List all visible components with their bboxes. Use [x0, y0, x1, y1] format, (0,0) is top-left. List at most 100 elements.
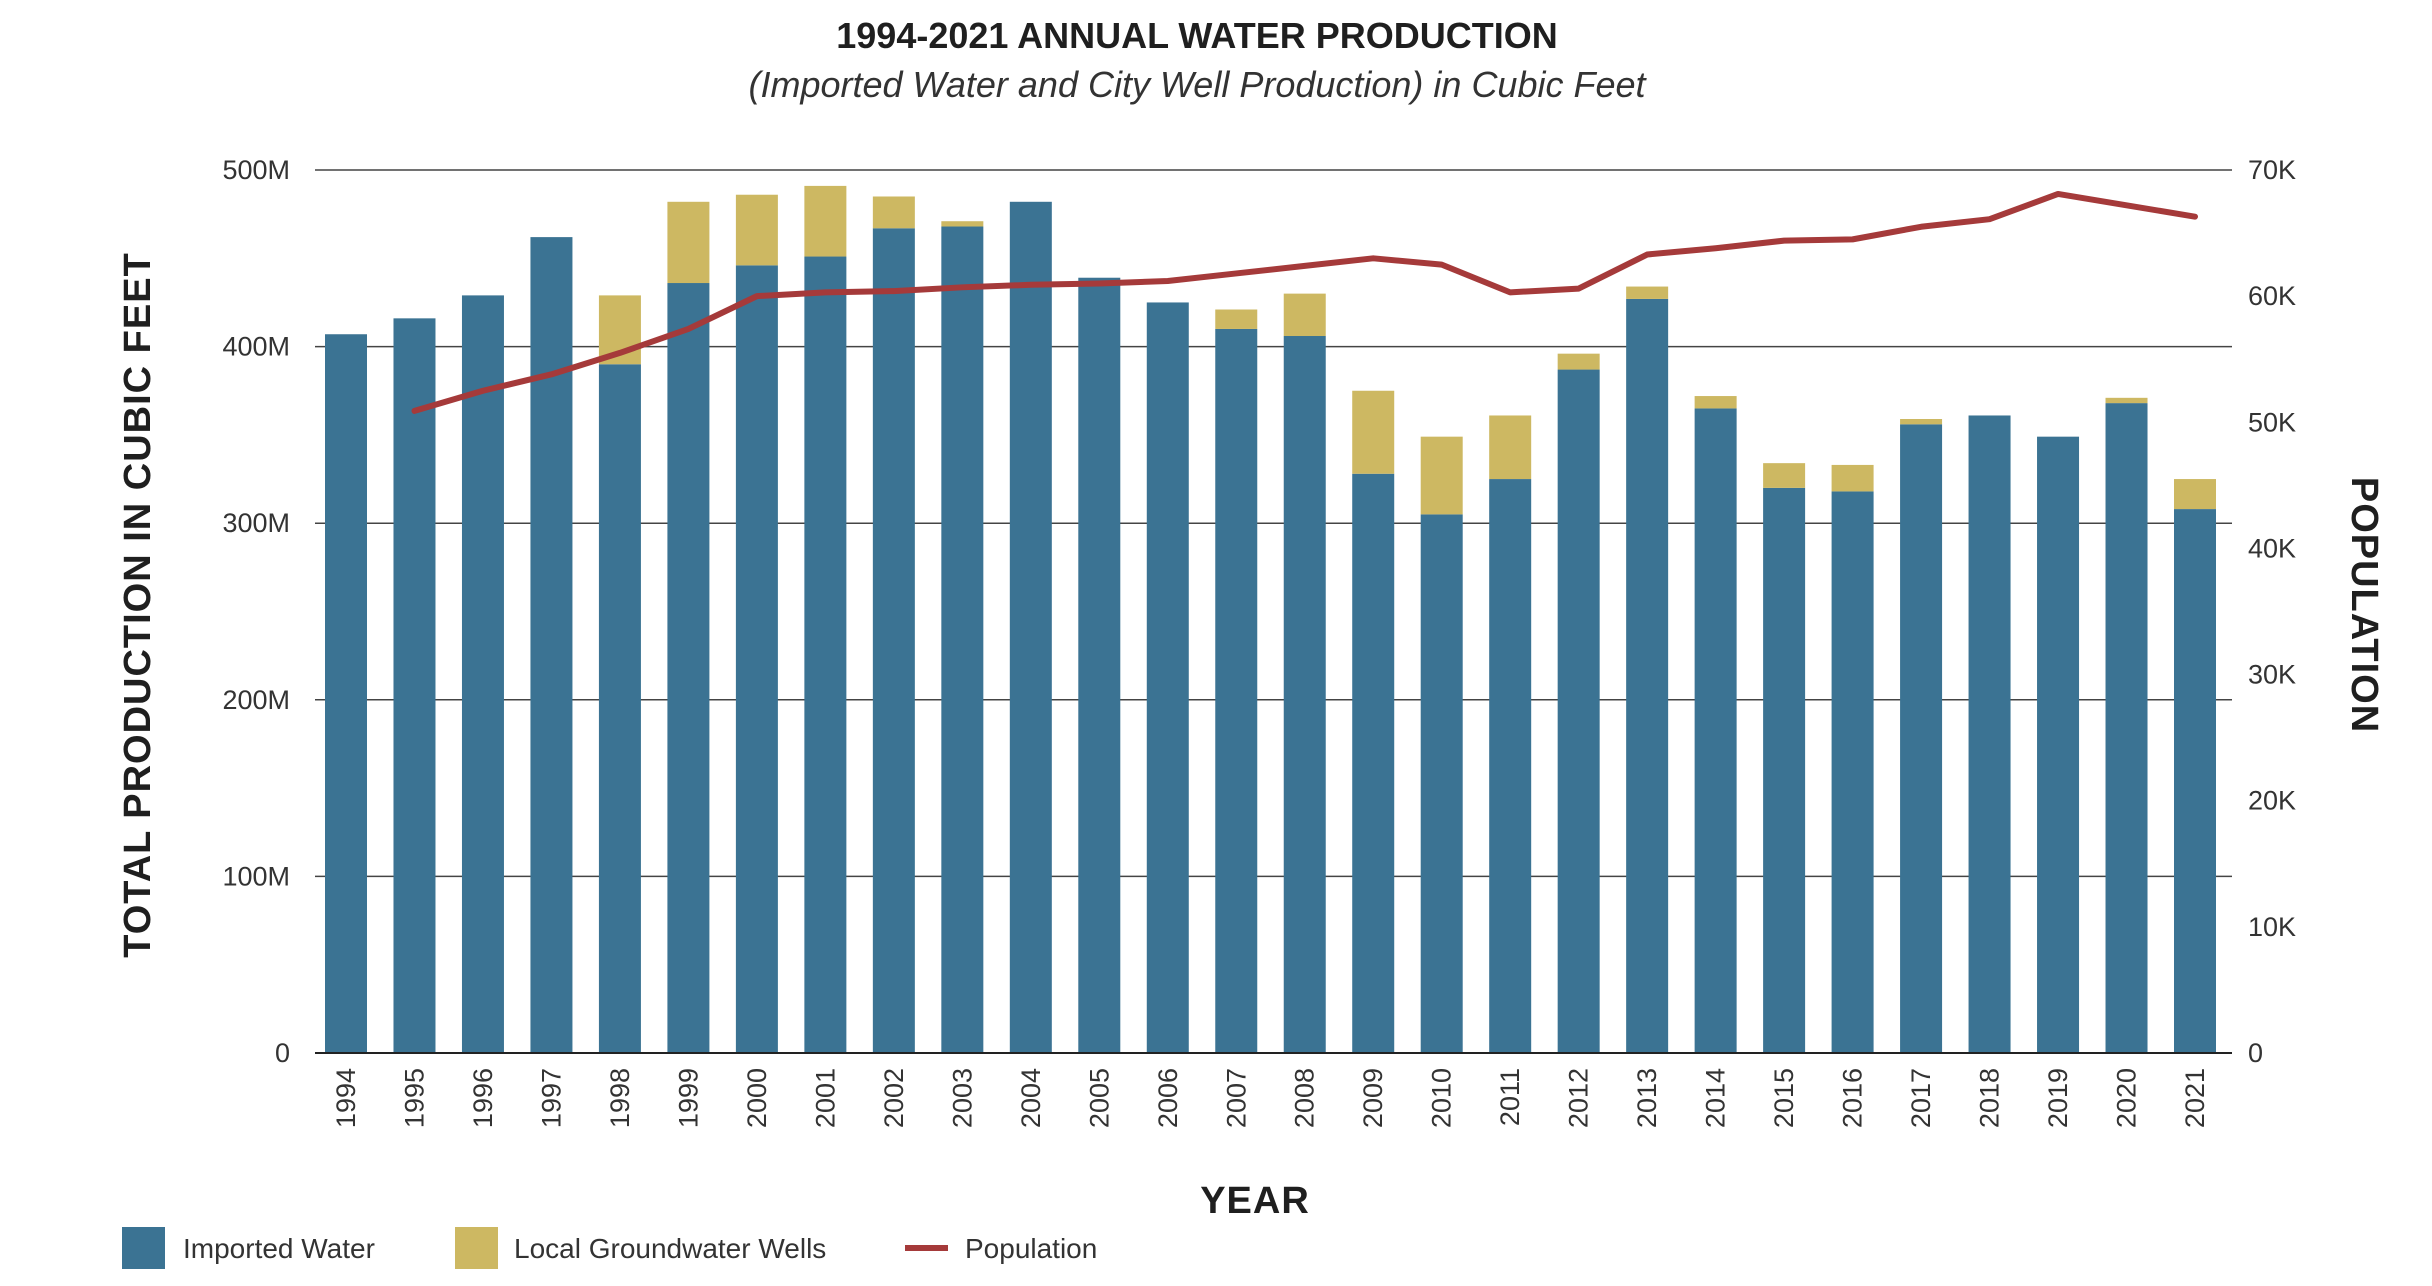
- y2-axis-title: POPULATION: [2343, 477, 2385, 733]
- bar-groundwater-2002: [872, 196, 915, 229]
- x-tick-label: 2017: [1906, 1068, 1936, 1128]
- y2-tick-label: 20K: [2248, 786, 2296, 816]
- bar-imported-water-2016: [1831, 491, 1874, 1053]
- x-tick-label: 2021: [2180, 1068, 2210, 1128]
- bar-groundwater-1999: [667, 201, 710, 284]
- bar-imported-water-1998: [598, 364, 641, 1053]
- bar-imported-water-2013: [1626, 298, 1669, 1054]
- legend-label: Imported Water: [183, 1233, 375, 1264]
- y2-tick-label: 50K: [2248, 407, 2296, 437]
- legend-swatch: [455, 1227, 498, 1269]
- chart-title: 1994-2021 ANNUAL WATER PRODUCTION: [836, 15, 1557, 56]
- bar-groundwater-2011: [1489, 415, 1532, 480]
- population-line: [411, 190, 2198, 414]
- population-line-group: [411, 190, 2198, 414]
- legend-label: Population: [965, 1233, 1097, 1264]
- bar-imported-water-2015: [1763, 487, 1806, 1053]
- bar-imported-water-2002: [872, 228, 915, 1053]
- bar-groundwater-2014: [1694, 396, 1737, 409]
- bar-imported-water-1994: [325, 334, 367, 1053]
- bar-imported-water-2004: [1009, 201, 1052, 1054]
- x-tick-label: 2002: [879, 1068, 909, 1128]
- y-tick-label: 300M: [222, 508, 290, 538]
- x-tick-label: 2014: [1701, 1068, 1731, 1128]
- x-tick-label: 2007: [1221, 1068, 1251, 1128]
- x-tick-label: 2005: [1084, 1068, 1114, 1128]
- x-tick-label: 1999: [673, 1068, 703, 1128]
- legend-label: Local Groundwater Wells: [514, 1233, 826, 1264]
- y2-tick-label: 10K: [2248, 912, 2296, 942]
- bar-imported-water-2017: [1900, 424, 1943, 1054]
- bar-groundwater-2017: [1900, 419, 1943, 425]
- y2-tick-label: 70K: [2248, 155, 2296, 185]
- bar-imported-water-2010: [1420, 514, 1463, 1053]
- bar-imported-water-2021: [2174, 509, 2216, 1053]
- y2-tick-label: 60K: [2248, 281, 2296, 311]
- x-tick-label: 2011: [1495, 1068, 1525, 1126]
- left-axis-ticks: 0 100M 200M 300M 400M 500M: [222, 155, 290, 1068]
- bar-imported-water-2008: [1283, 336, 1326, 1053]
- legend: Imported Water Local Groundwater Wells Pop…: [122, 1227, 1097, 1269]
- y-tick-label: 400M: [222, 332, 290, 362]
- bar-groundwater-2009: [1352, 390, 1395, 474]
- x-tick-label: 1996: [468, 1068, 498, 1128]
- bar-groundwater-2013: [1626, 286, 1669, 299]
- bar-groundwater-2000: [735, 194, 778, 266]
- x-axis-ticks: 1994 1995 1996 1997 1998 1999 2000 2001 2002 2003…: [331, 1068, 2210, 1128]
- x-tick-label: 1998: [605, 1068, 635, 1128]
- x-tick-label: 2000: [742, 1068, 772, 1128]
- bar-imported-water-2018: [1968, 415, 2011, 1053]
- bar-imported-water-1996: [461, 295, 504, 1053]
- bar-imported-water-2020: [2105, 403, 2148, 1053]
- x-tick-label: 2018: [1975, 1068, 2005, 1128]
- bar-imported-water-2005: [1078, 277, 1121, 1053]
- chart-subtitle: (Imported Water and City Well Production…: [748, 64, 1647, 105]
- y-tick-label: 100M: [222, 861, 290, 891]
- right-axis-ticks: 0 10K 20K 30K 40K 50K 60K 70K: [2248, 155, 2296, 1068]
- x-tick-label: 2009: [1358, 1068, 1388, 1128]
- bar-groundwater-2020: [2105, 397, 2148, 404]
- x-tick-label: 2016: [1838, 1068, 1868, 1128]
- bar-imported-water-1997: [530, 237, 573, 1053]
- x-tick-label: 2004: [1016, 1068, 1046, 1128]
- y-axis-title: TOTAL PRODUCTION IN CUBIC FEET: [117, 252, 159, 958]
- bar-imported-water-2000: [735, 265, 778, 1053]
- x-tick-label: 2019: [2043, 1068, 2073, 1128]
- bar-imported-water-1999: [667, 283, 710, 1053]
- bar-groundwater-2016: [1831, 464, 1874, 492]
- x-tick-label: 2001: [810, 1068, 840, 1128]
- x-tick-label: 2020: [2112, 1068, 2142, 1128]
- x-tick-label: 2012: [1564, 1068, 1594, 1128]
- bar-groundwater-2007: [1215, 309, 1258, 329]
- bar-imported-water-2011: [1489, 479, 1532, 1053]
- x-axis-title: YEAR: [1200, 1180, 1310, 1222]
- x-tick-label: 1995: [399, 1068, 429, 1128]
- x-tick-label: 2013: [1632, 1068, 1662, 1128]
- bar-groundwater-2003: [941, 221, 984, 227]
- y2-tick-label: 0: [2248, 1038, 2263, 1068]
- bar-groundwater-2012: [1557, 353, 1600, 370]
- y-tick-label: 200M: [222, 685, 290, 715]
- legend-swatch: [122, 1227, 165, 1269]
- bar-imported-water-2003: [941, 226, 984, 1054]
- bar-groundwater-2008: [1283, 293, 1326, 337]
- x-tick-label: 2003: [947, 1068, 977, 1128]
- x-tick-label: 2006: [1153, 1068, 1183, 1128]
- bar-groundwater-2001: [804, 185, 847, 257]
- bar-imported-water-2001: [804, 256, 847, 1053]
- x-tick-label: 1997: [536, 1068, 566, 1128]
- bar-imported-water-2014: [1694, 408, 1737, 1053]
- bar-imported-water-2019: [2037, 436, 2080, 1053]
- bar-groundwater-2010: [1420, 436, 1463, 515]
- y-tick-label: 0: [275, 1038, 290, 1068]
- x-tick-label: 2010: [1427, 1068, 1457, 1128]
- x-tick-label: 2015: [1769, 1068, 1799, 1128]
- y-tick-label: 500M: [222, 155, 290, 185]
- bar-imported-water-2012: [1557, 369, 1600, 1054]
- x-tick-label: 1994: [331, 1068, 361, 1128]
- y2-tick-label: 40K: [2248, 533, 2296, 563]
- bar-groundwater-2021: [2174, 479, 2216, 510]
- bar-groundwater-2015: [1763, 463, 1806, 488]
- y2-tick-label: 30K: [2248, 660, 2296, 690]
